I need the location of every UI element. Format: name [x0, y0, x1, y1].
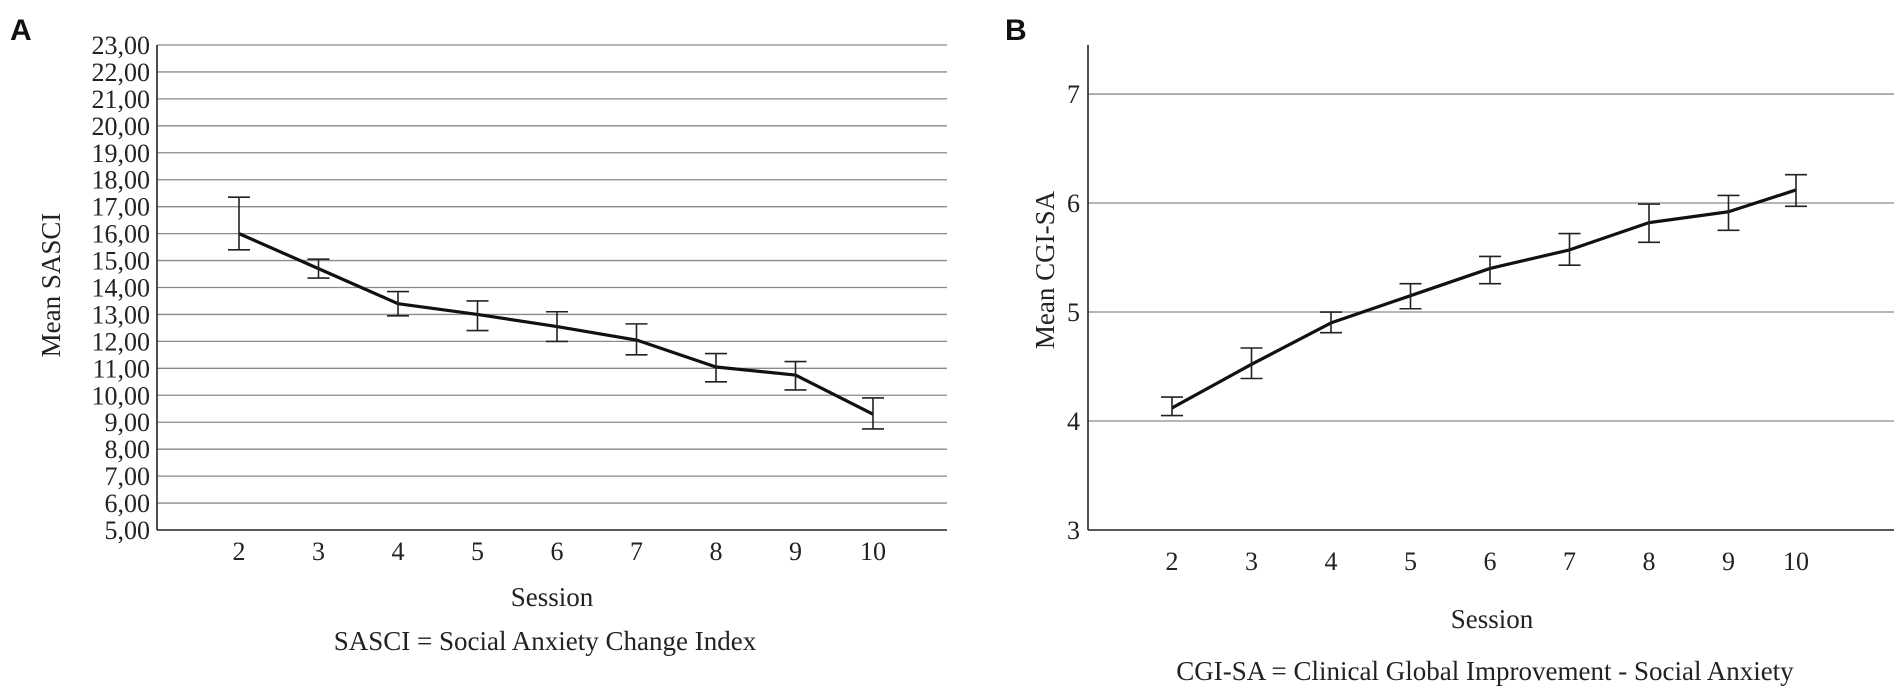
panel-a-x-tick-label: 7	[630, 537, 643, 566]
panel-a-x-tick-label: 4	[392, 537, 405, 566]
panel-a-y-tick-label: 22,00	[92, 58, 151, 87]
panel-a-error-bar	[307, 258, 330, 279]
panel-b-error-bar	[1161, 396, 1183, 417]
panel-a-error-bar	[228, 196, 250, 251]
panel-b-x-tick-label: 9	[1722, 547, 1735, 576]
panel-a-y-tick-label: 5,00	[105, 516, 151, 545]
panel-a-x-tick-label: 8	[710, 537, 723, 566]
panel-a-y-tick-label: 19,00	[92, 139, 151, 168]
panel-b-x-tick-label: 3	[1245, 547, 1258, 576]
panel-b-error-bar	[1320, 311, 1342, 334]
panel-a-letter: A	[10, 14, 32, 47]
panel-b-x-tick-label: 2	[1166, 547, 1179, 576]
panel-a-y-tick-label: 20,00	[92, 112, 151, 141]
panel-a-x-tick-label: 2	[233, 537, 246, 566]
panel-b-x-axis-title: Session	[1451, 604, 1534, 634]
panel-a-y-tick-label: 21,00	[92, 85, 151, 114]
panel-b-x-tick-label: 10	[1783, 547, 1809, 576]
panel-a-y-tick-label: 6,00	[105, 489, 151, 518]
panel-b-y-axis-title: Mean CGI-SA	[1030, 190, 1060, 349]
panel-b-error-bar	[1558, 232, 1581, 266]
panel-a-x-tick-label: 10	[860, 537, 886, 566]
panel-a-x-axis-title: Session	[511, 582, 594, 612]
panel-b-letter: B	[1005, 14, 1027, 47]
panel-a-error-bar	[862, 397, 884, 430]
panel-a-error-bar	[546, 310, 568, 343]
panel-b-y-tick-label: 7	[1067, 80, 1080, 109]
panel-a-y-tick-label: 17,00	[92, 193, 151, 222]
panel-b-x-tick-label: 8	[1643, 547, 1656, 576]
panel-a-error-bar	[387, 290, 409, 317]
panel-a-error-bar	[705, 352, 727, 383]
panel-a-y-tick-label: 9,00	[105, 408, 151, 437]
panel-b-error-bar	[1785, 173, 1807, 208]
panel-a-y-tick-label: 23,00	[92, 31, 151, 60]
panel-a-y-tick-label: 15,00	[92, 247, 151, 276]
panel-a-y-tick-label: 12,00	[92, 327, 151, 356]
panel-b-error-bar	[1240, 347, 1263, 380]
panel-a-y-tick-label: 7,00	[105, 462, 151, 491]
panel-b-y-tick-label: 6	[1067, 189, 1080, 218]
panel-a-y-tick-label: 18,00	[92, 166, 151, 195]
panel-a-y-tick-label: 8,00	[105, 435, 151, 464]
panel-b-x-tick-label: 7	[1563, 547, 1576, 576]
panel-b-error-bar	[1399, 282, 1422, 310]
panel-a-x-tick-label: 6	[551, 537, 564, 566]
panel-b-error-bar	[1717, 194, 1740, 232]
panel-b-x-tick-label: 5	[1404, 547, 1417, 576]
panel-b-error-bar	[1479, 255, 1501, 285]
panel-b-x-tick-label: 4	[1325, 547, 1338, 576]
panel-a-y-tick-label: 16,00	[92, 220, 151, 249]
panel-a-y-tick-label: 13,00	[92, 300, 151, 329]
panel-a-x-tick-label: 9	[789, 537, 802, 566]
panel-b-series-line	[1171, 188, 1797, 410]
panel-b-chart: B 3 4 5 6 7 2 3 4 5 6 7 8 9 10 Session Mean CGI-SA CGI-SA…	[1005, 14, 1894, 686]
panel-b-error-bar	[1638, 203, 1660, 244]
panel-b-x-tick-label: 6	[1484, 547, 1497, 576]
panel-b-y-tick-label: 3	[1067, 516, 1080, 545]
panel-a-footnote: SASCI = Social Anxiety Change Index	[334, 626, 757, 656]
panel-a-error-bar	[466, 300, 489, 332]
panel-a-x-tick-label: 5	[471, 537, 484, 566]
panel-a-y-axis-title: Mean SASCI	[36, 213, 66, 358]
panel-a-error-bar	[784, 360, 807, 391]
panel-a-x-tick-label: 3	[312, 537, 325, 566]
panel-a-y-tick-label: 10,00	[92, 381, 151, 410]
panel-b-y-tick-label: 4	[1067, 407, 1080, 436]
panel-a-error-bar	[625, 323, 648, 356]
panel-b-footnote: CGI-SA = Clinical Global Improvement - S…	[1176, 656, 1794, 686]
panel-a-y-tick-label: 14,00	[92, 274, 151, 303]
panel-a-y-tick-label: 11,00	[92, 354, 150, 383]
panel-a-chart: A 5,006,007,008,009,0010,0011,0012,0013,0…	[10, 14, 947, 656]
panel-b-y-tick-label: 5	[1067, 298, 1080, 327]
